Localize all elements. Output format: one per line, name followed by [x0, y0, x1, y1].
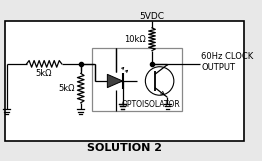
Text: SOLUTION 2: SOLUTION 2	[87, 143, 162, 153]
Text: 60Hz CLOCK
OUTPUT: 60Hz CLOCK OUTPUT	[201, 52, 254, 72]
Bar	[92, 48, 182, 111]
Polygon shape	[107, 74, 123, 88]
Text: 10kΩ: 10kΩ	[124, 35, 146, 44]
Text: 5VDC: 5VDC	[139, 12, 165, 21]
Text: 5kΩ: 5kΩ	[35, 69, 52, 78]
Bar	[5, 21, 244, 141]
Text: OPTOISOLATOR: OPTOISOLATOR	[122, 99, 181, 109]
Text: 5kΩ: 5kΩ	[58, 84, 75, 93]
